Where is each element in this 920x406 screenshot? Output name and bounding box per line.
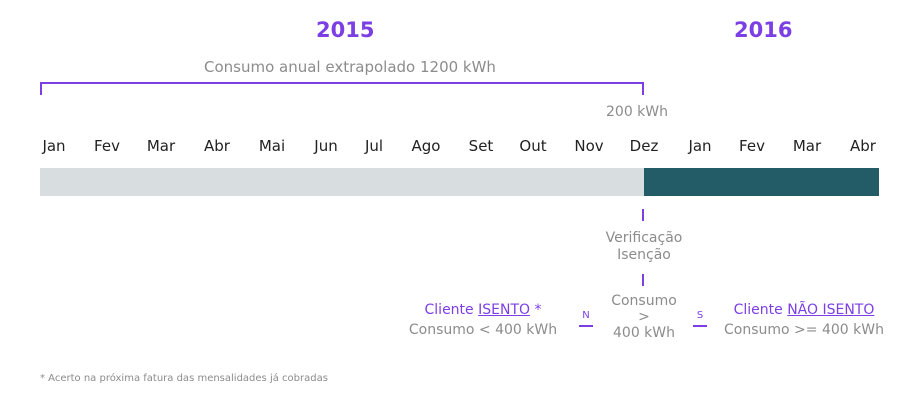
month-label: Mar [146,137,176,155]
month-label: Mai [258,137,286,155]
branch-yes-line [693,325,707,327]
branch-yes-label: S [696,310,704,321]
month-label: Mar [792,137,822,155]
month-label: Jan [42,137,66,155]
month-label: Fev [94,137,120,155]
verification-line2: Isenção [617,247,671,263]
month-axis: Jan Fev Mar Abr Mai Jun Jul Ago Set Out … [0,137,920,157]
month-label: Dez [629,137,659,155]
not-exempt-status: NÃO ISENTO [787,302,875,318]
december-consumption-label: 200 kWh [606,104,668,120]
month-label: Abr [850,137,876,155]
month-label: Abr [204,137,230,155]
connector-line-bottom [642,274,644,286]
outcome-exempt: Cliente ISENTO * Consumo < 400 kWh [398,300,568,340]
not-exempt-title: Cliente NÃO ISENTO [733,302,875,318]
annual-consumption-label: Consumo anual extrapolado 1200 kWh [204,58,496,76]
not-exempt-condition: Consumo >= 400 kWh [724,322,884,338]
month-label: Jul [364,137,384,155]
branch-no-label: N [582,310,590,321]
exempt-status: ISENTO [478,302,531,318]
timeline-bar-2016 [644,168,879,196]
month-label: Fev [739,137,765,155]
verification-step: Verificação Isenção [584,230,704,264]
year-2016: 2016 [734,18,793,42]
footnote: * Acerto na próxima fatura das mensalida… [40,373,328,384]
decision-condition: Consumo > 400 kWh [611,293,677,341]
exempt-title: Cliente ISENTO * [424,302,542,318]
timeline-bar-2015 [40,168,644,196]
verification-line1: Verificação [605,230,683,246]
connector-line-top [642,209,644,221]
month-label: Ago [411,137,441,155]
month-label: Set [468,137,494,155]
annual-bracket [40,82,644,95]
month-label: Nov [574,137,604,155]
exempt-condition: Consumo < 400 kWh [408,322,558,338]
year-2015: 2015 [316,18,375,42]
month-label: Out [519,137,547,155]
month-label: Jun [314,137,338,155]
month-label: Jan [688,137,712,155]
outcome-not-exempt: Cliente NÃO ISENTO Consumo >= 400 kWh [718,300,890,340]
branch-no-line [579,325,593,327]
